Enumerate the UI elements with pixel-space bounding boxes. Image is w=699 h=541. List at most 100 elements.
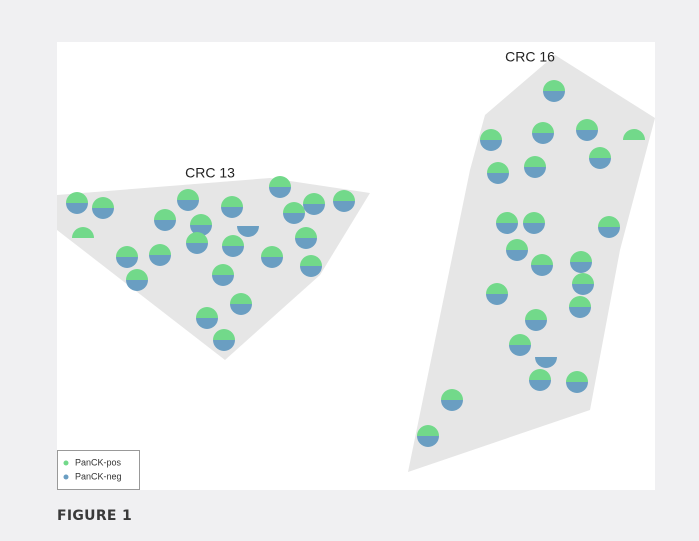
glyph-bottom [212, 275, 234, 286]
glyph-bottom [532, 133, 554, 144]
glyph-top [441, 389, 463, 400]
glyph-bottom [126, 280, 148, 291]
glyph-top [196, 307, 218, 318]
panel-label: CRC 16 [505, 49, 555, 65]
glyph-top [212, 264, 234, 275]
glyph-bottom [487, 173, 509, 184]
glyph-top [524, 156, 546, 167]
figure: CRC 13 CRC 16 PanCK-pos PanCK-neg [57, 42, 655, 490]
glyph-top [569, 296, 591, 307]
glyph-bottom [529, 380, 551, 391]
glyph-bottom [303, 204, 325, 215]
glyph-top [92, 197, 114, 208]
glyph-top [570, 251, 592, 262]
glyph-bottom [66, 203, 88, 214]
glyph-top [149, 244, 171, 255]
glyph-top [295, 227, 317, 238]
glyph-bottom [535, 357, 557, 368]
panel-label: CRC 13 [185, 165, 235, 181]
glyph-bottom [300, 266, 322, 277]
glyph-bottom [566, 382, 588, 393]
glyph-bottom [295, 238, 317, 249]
legend-label: PanCK-neg [75, 471, 122, 481]
glyph-top [300, 255, 322, 266]
glyph-top [186, 232, 208, 243]
glyph-top [496, 212, 518, 223]
glyph-bottom [570, 262, 592, 273]
glyph-top [532, 122, 554, 133]
legend-swatch [63, 460, 69, 466]
caption: FIGURE 1 [57, 508, 132, 524]
glyph-top [230, 293, 252, 304]
glyph-bottom [506, 250, 528, 261]
glyph-top [116, 246, 138, 257]
glyph-bottom [576, 130, 598, 141]
glyph-bottom [525, 320, 547, 331]
glyph-top [154, 209, 176, 220]
glyph-bottom [569, 307, 591, 318]
glyph-top [283, 202, 305, 213]
glyph-bottom [543, 91, 565, 102]
glyph-top [566, 371, 588, 382]
glyph-bottom [589, 158, 611, 169]
glyph-bottom [283, 213, 305, 224]
glyphs [66, 80, 645, 447]
glyph-bottom [186, 243, 208, 254]
glyph-top [303, 193, 325, 204]
glyph-bottom [116, 257, 138, 268]
glyph-top [72, 227, 94, 238]
glyph-top [572, 273, 594, 284]
glyph-bottom [531, 265, 553, 276]
glyph-top [269, 176, 291, 187]
glyph-bottom [221, 207, 243, 218]
legend-label: PanCK-pos [75, 457, 122, 467]
glyph-top [576, 119, 598, 130]
glyph-bottom [441, 400, 463, 411]
glyph-top [222, 235, 244, 246]
glyph-top [531, 254, 553, 265]
glyph-top [66, 192, 88, 203]
glyph-top [213, 329, 235, 340]
glyph-bottom [269, 187, 291, 198]
glyph-top [523, 212, 545, 223]
legend-swatch [63, 474, 69, 480]
glyph-bottom [598, 227, 620, 238]
legend-box [57, 450, 140, 490]
glyph-top [529, 369, 551, 380]
glyph-top [333, 190, 355, 201]
glyph-bottom [333, 201, 355, 212]
glyph-bottom [480, 140, 502, 151]
glyph-bottom [154, 220, 176, 231]
glyph-bottom [523, 223, 545, 234]
glyph-bottom [92, 208, 114, 219]
glyph-bottom [486, 294, 508, 305]
glyph-bottom [149, 255, 171, 266]
glyph-top [509, 334, 531, 345]
glyph-top [589, 147, 611, 158]
glyph-top [126, 269, 148, 280]
glyph-bottom [261, 257, 283, 268]
glyph-top [417, 425, 439, 436]
glyph-top [261, 246, 283, 257]
glyph-top [221, 196, 243, 207]
glyph-top [487, 162, 509, 173]
glyph-top [190, 214, 212, 225]
glyph-bottom [496, 223, 518, 234]
glyph-bottom [572, 284, 594, 295]
glyph-bottom [213, 340, 235, 351]
glyph-top [623, 129, 645, 140]
glyph-top [480, 129, 502, 140]
glyph-bottom [230, 304, 252, 315]
glyph-bottom [237, 226, 259, 237]
glyph-top [177, 189, 199, 200]
glyph-top [486, 283, 508, 294]
glyph-top [543, 80, 565, 91]
glyph-bottom [196, 318, 218, 329]
glyph-top [525, 309, 547, 320]
glyph-bottom [177, 200, 199, 211]
glyph-bottom [222, 246, 244, 257]
glyph-top [506, 239, 528, 250]
glyph-bottom [417, 436, 439, 447]
glyph-top [598, 216, 620, 227]
